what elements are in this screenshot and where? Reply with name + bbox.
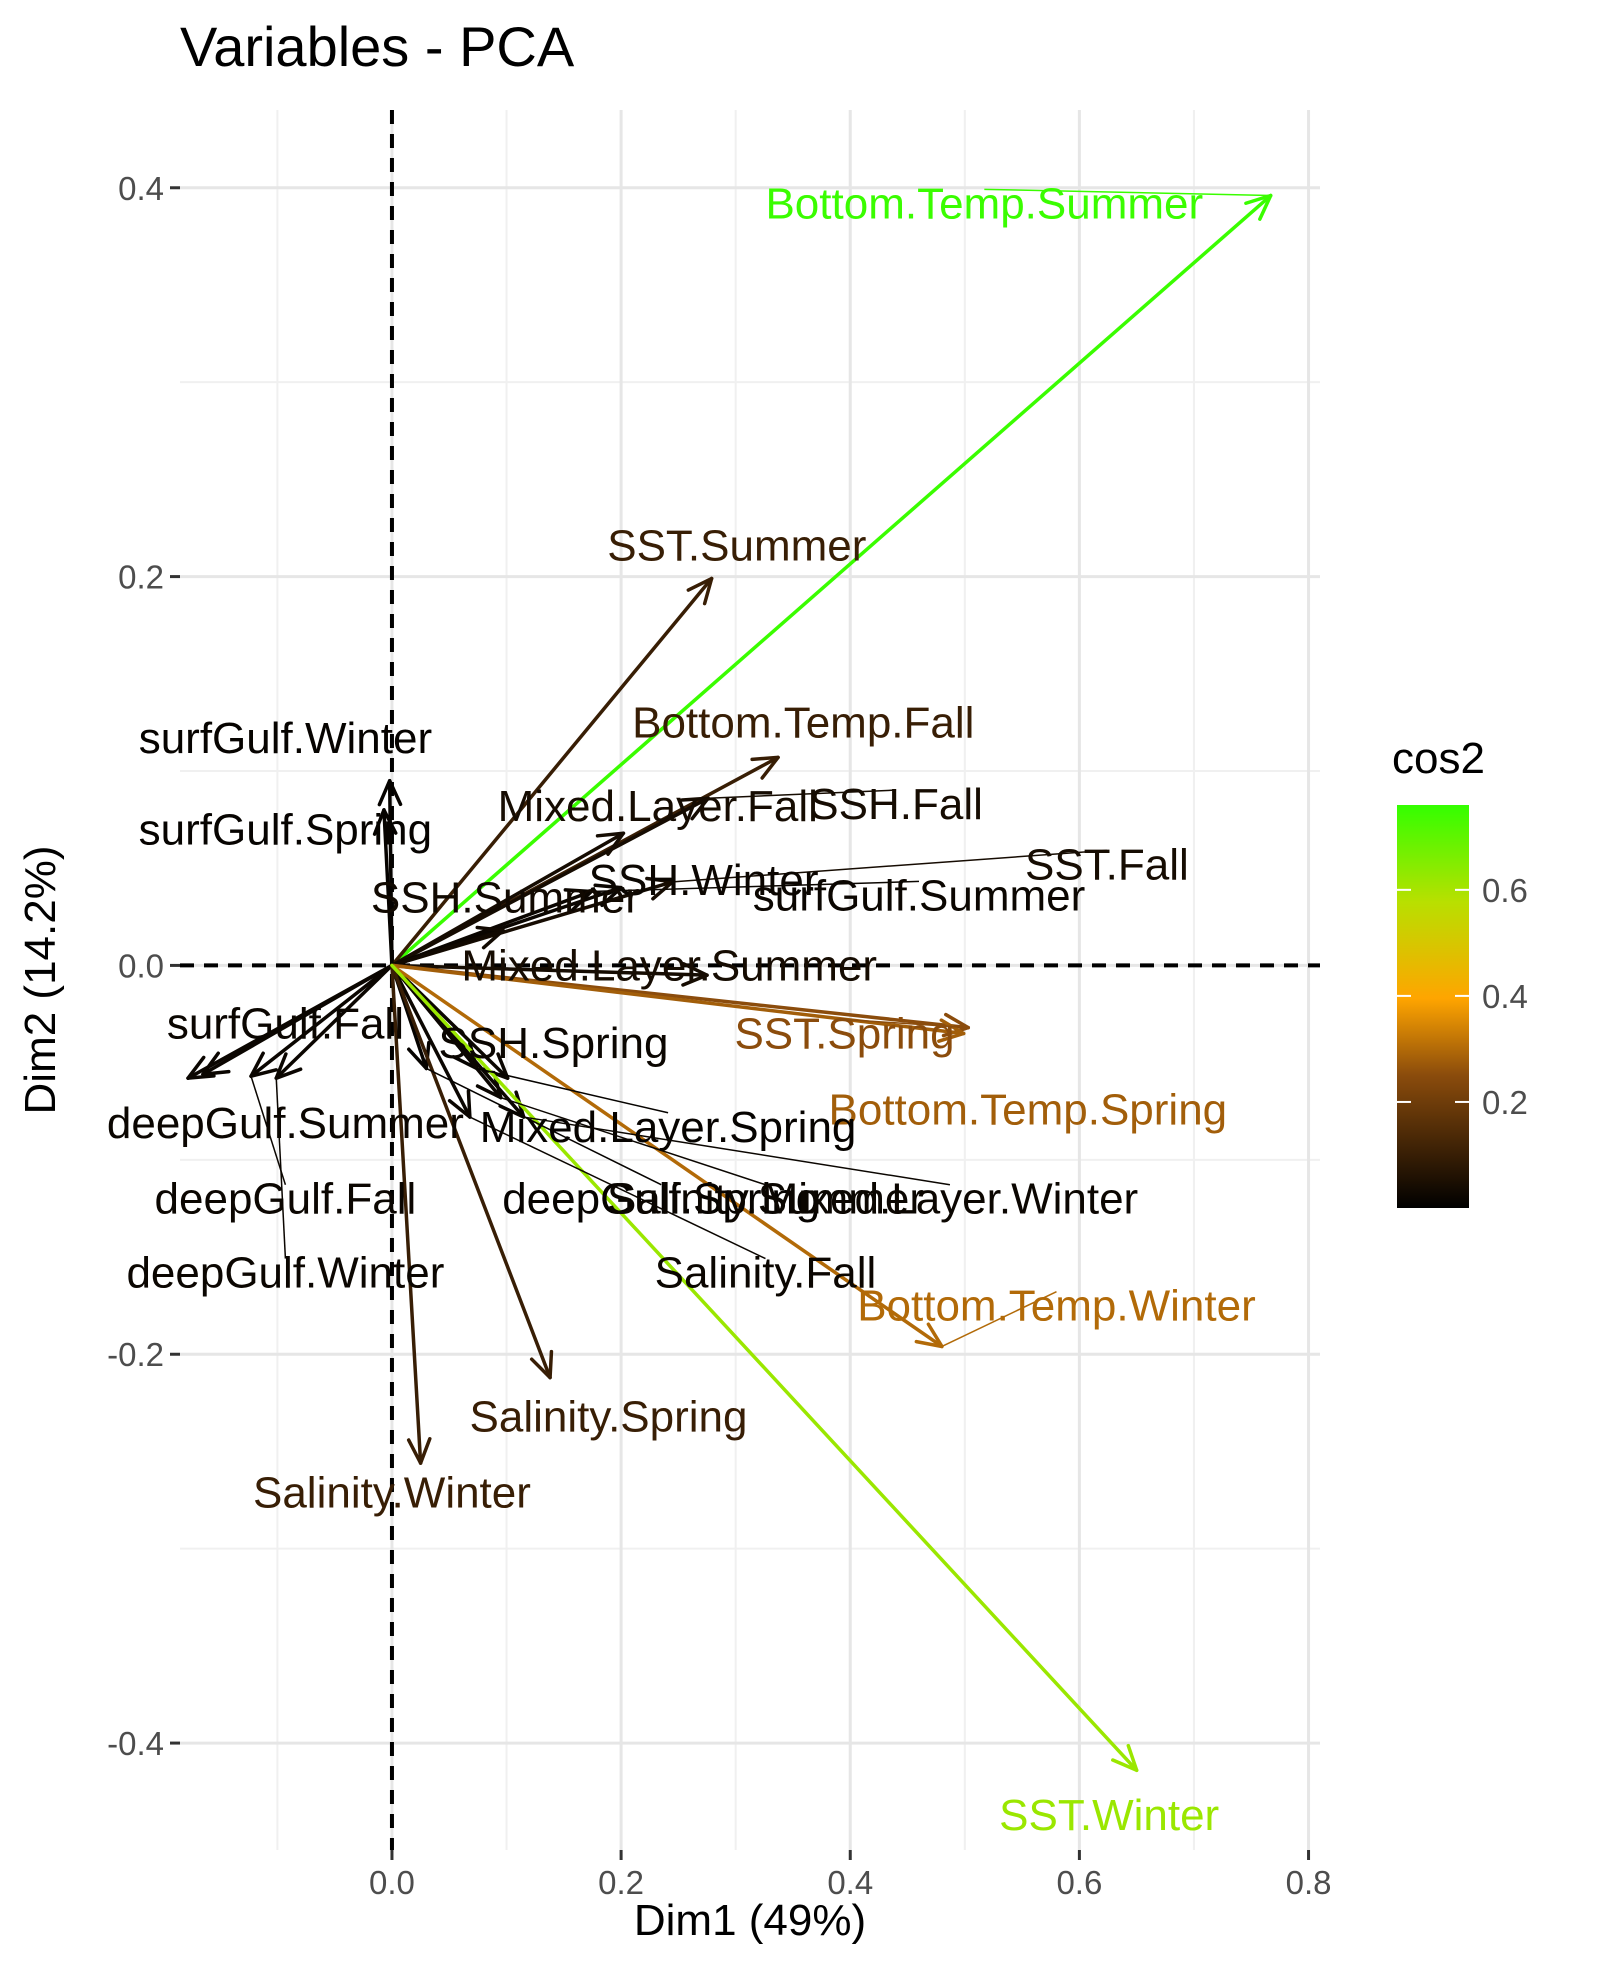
x-axis-title: Dim1 (49%) bbox=[634, 1896, 866, 1945]
label-mixed-layer-winter: Mixed.Layer.Winter bbox=[762, 1175, 1139, 1224]
arrow-deepgulf-summer bbox=[201, 963, 394, 1077]
arrow-salinity-spring bbox=[390, 963, 554, 1380]
label-deepgulf-fall: deepGulf.Fall bbox=[155, 1175, 417, 1224]
label-deepgulf-summer: deepGulf.Summer bbox=[107, 1099, 464, 1148]
label-deepgulf-spring: deepGulf.Spring bbox=[502, 1175, 820, 1224]
chart-title: Variables - PCA bbox=[180, 15, 575, 78]
label-surfgulf-spring: surfGulf.Spring bbox=[139, 805, 432, 854]
x-tick-label: 0.6 bbox=[1056, 1864, 1102, 1901]
label-bottom-temp-fall: Bottom.Temp.Fall bbox=[632, 698, 974, 747]
arrow-sst-summer bbox=[390, 576, 714, 968]
legend-tick-label: 0.6 bbox=[1482, 872, 1528, 909]
label-leader-line bbox=[844, 1018, 969, 1029]
y-tick-label: -0.2 bbox=[107, 1336, 164, 1373]
arrow-salinity-winter bbox=[390, 963, 432, 1465]
legend-title: cos2 bbox=[1392, 734, 1485, 783]
x-tick-label: 0.0 bbox=[369, 1864, 415, 1901]
arrow-sst-winter bbox=[390, 963, 1139, 1773]
x-tick-label: 0.8 bbox=[1286, 1864, 1332, 1901]
label-deepgulf-winter: deepGulf.Winter bbox=[126, 1249, 444, 1298]
legend-tick-label: 0.4 bbox=[1482, 978, 1528, 1015]
legend-ticks: 0.2 0.4 0.6 bbox=[1397, 872, 1528, 1121]
x-tick-label: 0.4 bbox=[827, 1864, 873, 1901]
arrow-surfgulf-spring bbox=[372, 808, 398, 968]
x-axis: 0.0 0.2 0.4 0.6 0.8 bbox=[369, 1850, 1331, 1901]
label-leader-line bbox=[984, 188, 1271, 197]
label-bottom-temp-spring: Bottom.Temp.Spring bbox=[829, 1085, 1228, 1134]
label-salinity-winter: Salinity.Winter bbox=[253, 1468, 531, 1517]
label-surfgulf-fall: surfGulf.Fall bbox=[167, 1000, 404, 1049]
label-sst-fall: SST.Fall bbox=[1025, 840, 1189, 889]
label-mixed-layer-spring: Mixed.Layer.Spring bbox=[480, 1103, 857, 1152]
y-tick-label: 0.2 bbox=[118, 559, 164, 596]
label-leader-line bbox=[476, 1067, 669, 1114]
y-tick-label: -0.4 bbox=[107, 1725, 164, 1762]
legend-tick-label: 0.2 bbox=[1482, 1084, 1528, 1121]
y-axis-title: Dim2 (14.2%) bbox=[16, 846, 65, 1115]
label-bottom-temp-summer: Bottom.Temp.Summer bbox=[765, 179, 1203, 228]
label-leader-line bbox=[275, 1078, 287, 1259]
label-leader-line bbox=[708, 789, 897, 799]
label-leader-line bbox=[672, 849, 1107, 883]
label-sst-summer: SST.Summer bbox=[607, 521, 866, 570]
label-leader-line bbox=[941, 1290, 1057, 1348]
label-ssh-winter: SSH.Winter bbox=[589, 856, 819, 905]
label-leader-line bbox=[500, 1096, 766, 1186]
label-mixed-layer-summer: Mixed.Layer.Summer bbox=[461, 941, 877, 990]
label-surfgulf-winter: surfGulf.Winter bbox=[139, 714, 432, 763]
label-leader-line bbox=[425, 1067, 662, 1186]
arrow-ssh-summer bbox=[390, 925, 505, 968]
cos2-legend: cos2 0.2 0.4 0.6 bbox=[1392, 734, 1528, 1208]
label-leader-line bbox=[469, 1116, 766, 1260]
legend-colorbar bbox=[1397, 805, 1469, 1208]
y-tick-label: 0.4 bbox=[118, 170, 164, 207]
arrow-bottom-temp-spring bbox=[390, 963, 966, 1043]
label-bottom-temp-winter: Bottom.Temp.Winter bbox=[857, 1282, 1256, 1331]
arrow-mixed-layer-fall bbox=[390, 831, 626, 968]
label-leader-line bbox=[250, 1076, 287, 1185]
label-salinity-spring: Salinity.Spring bbox=[470, 1392, 748, 1441]
label-ssh-summer: SSH.Summer bbox=[371, 873, 640, 922]
x-tick-label: 0.2 bbox=[598, 1864, 644, 1901]
arrow-mixed-layer-summer bbox=[390, 962, 709, 987]
label-leader-line bbox=[591, 880, 920, 893]
label-salinity-fall: Salinity.Fall bbox=[655, 1249, 877, 1298]
y-axis: -0.4 -0.2 0.0 0.2 0.4 bbox=[107, 170, 180, 1762]
label-ssh-spring: SSH.Spring bbox=[439, 1019, 669, 1068]
label-ssh-fall: SSH.Fall bbox=[809, 780, 983, 829]
y-tick-label: 0.0 bbox=[118, 947, 164, 984]
label-mixed-layer-fall: Mixed.Layer.Fall bbox=[498, 782, 818, 831]
label-salinity-summer: Salinity.Summer bbox=[607, 1175, 924, 1224]
label-sst-winter: SST.Winter bbox=[999, 1791, 1219, 1840]
label-leader-line bbox=[523, 1116, 951, 1186]
label-sst-spring: SST.Spring bbox=[734, 1009, 954, 1058]
label-surfgulf-summer: surfGulf.Summer bbox=[753, 871, 1086, 920]
variable-labels: Bottom.Temp.Summer SST.Summer Bottom.Temp.… bbox=[107, 179, 1271, 1840]
